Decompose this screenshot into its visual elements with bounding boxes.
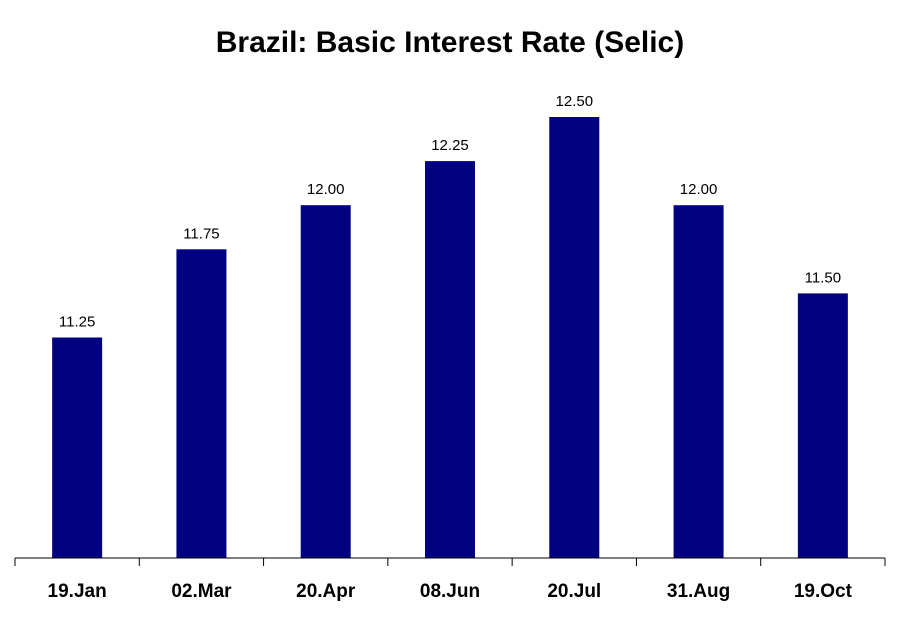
bar-19.Oct [797, 293, 848, 558]
bar-02.Mar [176, 249, 227, 559]
x-tick-label: 20.Jul [547, 581, 601, 602]
bar-value-label: 12.00 [680, 181, 718, 198]
value-labels-group: 11.25 11.75 12.00 12.25 12.50 12.00 11.50 [59, 93, 841, 331]
chart-title: Brazil: Basic Interest Rate (Selic) [215, 26, 685, 59]
bar-08.Jun [425, 161, 475, 558]
bars-group [52, 117, 848, 559]
bar-31.Aug [673, 205, 724, 558]
x-tick-label: 02.Mar [171, 581, 232, 602]
bar-value-label: 12.25 [431, 137, 469, 154]
x-tick-label: 20.Apr [296, 581, 356, 602]
bar-value-label: 11.75 [183, 225, 219, 242]
bar-19.Jan [52, 337, 103, 558]
x-tick-label: 31.Aug [667, 581, 730, 602]
x-axis-ticks [14, 558, 886, 566]
x-tick-label: 19.Jan [48, 581, 107, 602]
bar-20.Apr [300, 205, 351, 558]
x-tick-label: 19.Oct [794, 581, 853, 602]
x-tick-label: 08.Jun [420, 581, 480, 602]
category-labels-group: 19.Jan 02.Mar 20.Apr 08.Jun 20.Jul 31.Aug 19.O… [48, 581, 853, 602]
bar-value-label: 11.50 [805, 269, 841, 286]
bar-value-label: 12.00 [307, 181, 345, 198]
bar-value-label: 12.50 [556, 93, 594, 110]
bar-value-label: 11.25 [59, 314, 95, 331]
bar-20.Jul [549, 117, 600, 558]
